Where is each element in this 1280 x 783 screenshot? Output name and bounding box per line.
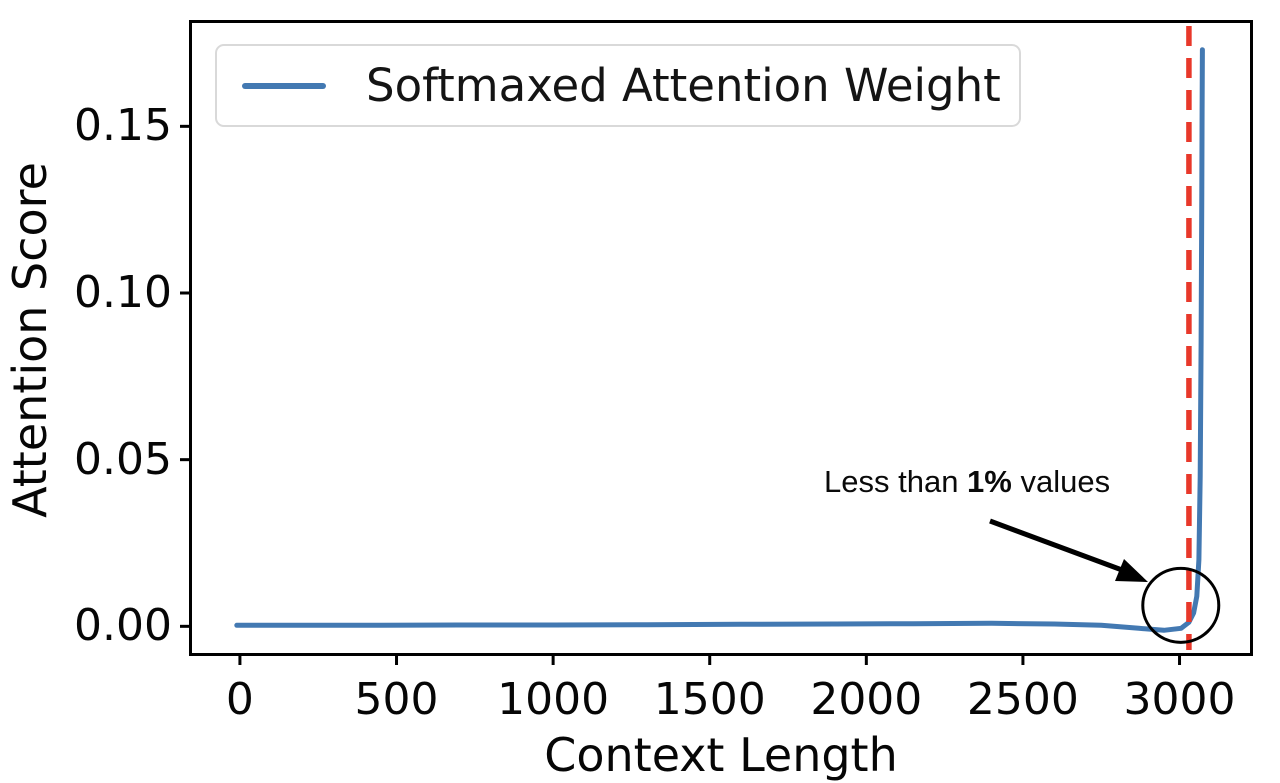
annotation-arrow-head [1115,559,1148,582]
x-tick-label: 500 [354,674,439,725]
x-tick-label: 2500 [966,674,1079,725]
x-tick-label: 2000 [810,674,923,725]
y-tick-label: 0.10 [74,267,172,318]
legend: Softmaxed Attention Weight [215,44,1021,127]
x-tick-label: 1000 [497,674,610,725]
legend-label: Softmaxed Attention Weight [366,59,1001,112]
plot-border [189,20,1253,656]
annotation-text: Less than 1% values [824,464,1110,500]
annotation-text-post: values [1011,464,1111,499]
annotation-text-pre: Less than [824,464,968,499]
y-tick-label: 0.15 [74,100,172,152]
annotation-text-bold: 1% [967,464,1012,499]
x-tick-label: 0 [225,674,254,725]
y-tick-label: 0.00 [74,600,172,652]
y-tick-label: 0.05 [74,433,172,485]
x-tick-label: 1500 [653,674,766,725]
annotation-arrow-line [989,518,1123,573]
attention-curve [234,47,1205,633]
x-axis-title: Context Length [544,728,898,782]
x-tick-label: 3000 [1123,674,1236,725]
highlight-circle [1141,566,1221,644]
legend-line-swatch [242,82,326,89]
